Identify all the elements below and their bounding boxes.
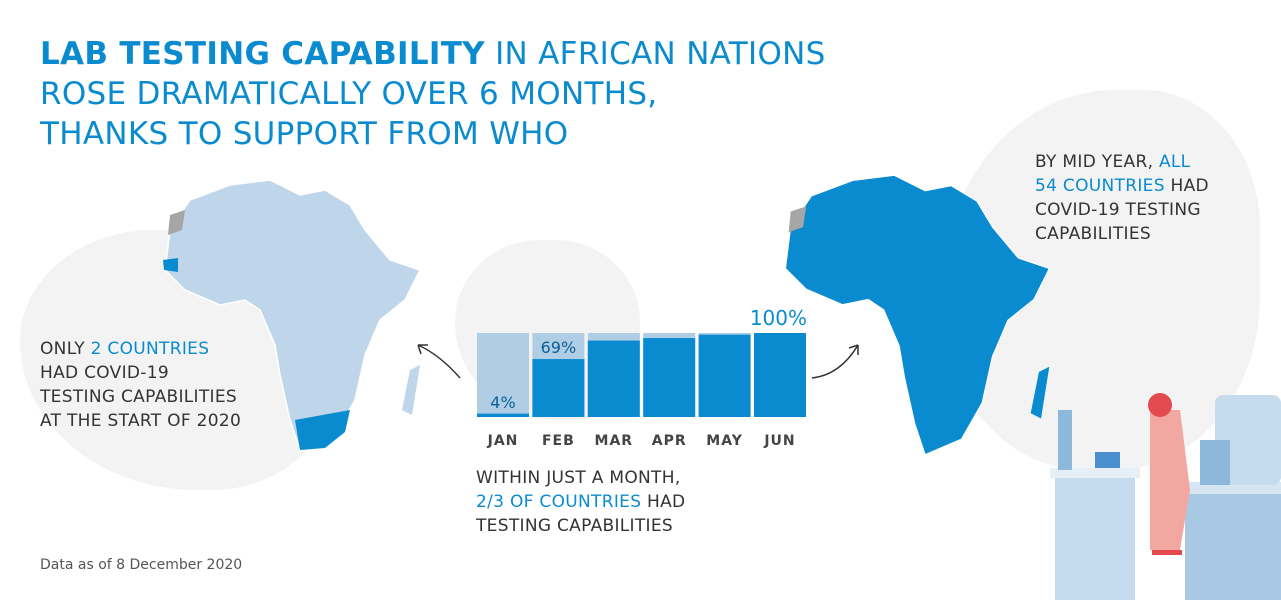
bottom-note: WITHIN JUST A MONTH, 2/3 OF COUNTRIES HA… (476, 468, 686, 536)
right-note: BY MID YEAR, ALL 54 COUNTRIES HAD COVID-… (1035, 152, 1209, 244)
bar-jun (754, 333, 806, 417)
arrow-right-icon (811, 344, 859, 379)
lab-worker-illustration (1050, 393, 1281, 600)
left-note: ONLY 2 COUNTRIES HAD COVID-19 TESTING CAP… (40, 339, 242, 431)
africa-map-january (163, 179, 422, 452)
senegal-highlight (163, 258, 178, 272)
page-title: LAB TESTING CAPABILITY IN AFRICAN NATION… (40, 36, 826, 152)
data-label-jan: 4% (490, 393, 515, 412)
tick-label-mar: MAR (595, 433, 634, 449)
arrow-left-icon (417, 344, 461, 379)
tick-label-feb: FEB (542, 433, 575, 449)
bar-feb (532, 359, 585, 417)
madagascar (402, 365, 420, 415)
bar-apr (643, 338, 696, 417)
south-africa-highlight (295, 410, 350, 450)
bar-mar (587, 340, 640, 417)
data-label-jun: 100% (750, 306, 807, 330)
bar-chart: JAN 4% FEB 69% MAR APR MAY JUN 100% (417, 306, 859, 449)
data-label-feb: 69% (541, 338, 577, 357)
bar-background-jan (477, 333, 529, 417)
africa-continent (164, 179, 422, 452)
africa-continent (784, 174, 1051, 456)
africa-map-june (784, 174, 1051, 456)
tick-label-jan: JAN (487, 433, 519, 449)
tick-label-jun: JUN (763, 433, 795, 449)
western-sahara-grey (788, 206, 807, 233)
western-sahara-grey (168, 210, 185, 235)
tick-label-may: MAY (706, 433, 743, 449)
madagascar (1030, 366, 1050, 419)
tick-label-apr: APR (652, 433, 687, 449)
footer-note: Data as of 8 December 2020 (40, 557, 243, 573)
bar-may (698, 334, 751, 417)
bar-jan (477, 413, 529, 417)
